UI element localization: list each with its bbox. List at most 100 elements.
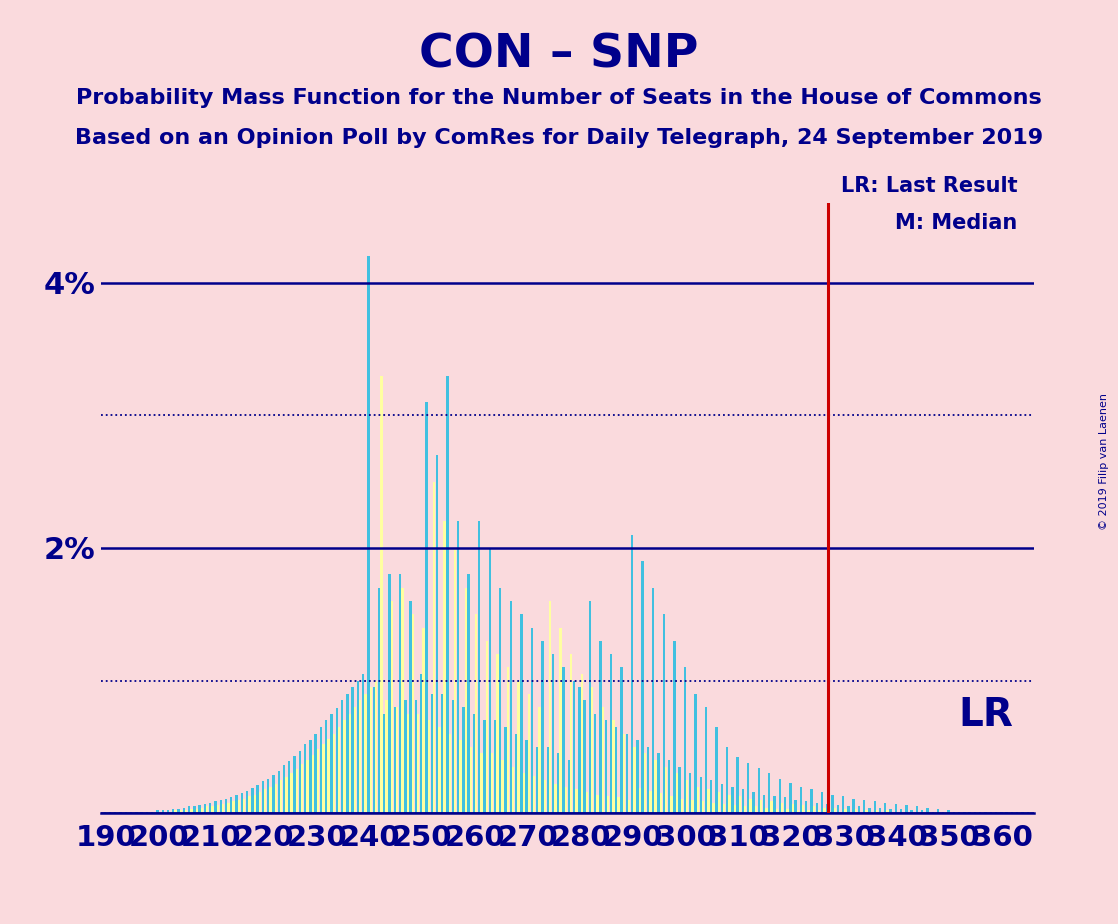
Bar [201, 808, 203, 813]
Bar [335, 709, 338, 813]
Bar [504, 727, 506, 813]
Bar [821, 792, 823, 813]
Bar [225, 798, 227, 813]
Bar [143, 812, 145, 813]
Bar [586, 792, 588, 813]
Bar [178, 809, 180, 813]
Bar [238, 800, 240, 813]
Bar [689, 773, 691, 813]
Bar [206, 807, 208, 813]
Bar [188, 807, 190, 813]
Bar [174, 810, 177, 813]
Bar [401, 588, 404, 813]
Bar [116, 812, 119, 813]
Bar [184, 810, 188, 813]
Bar [960, 812, 963, 813]
Bar [918, 812, 920, 813]
Bar [338, 727, 340, 813]
Bar [436, 456, 438, 813]
Bar [811, 789, 813, 813]
Bar [617, 797, 619, 813]
Bar [151, 812, 153, 813]
Bar [755, 807, 757, 813]
Bar [631, 535, 633, 813]
Bar [130, 812, 132, 813]
Bar [127, 812, 130, 813]
Bar [890, 809, 892, 813]
Bar [310, 740, 312, 813]
Bar [770, 801, 773, 813]
Bar [1026, 812, 1029, 813]
Bar [644, 753, 646, 813]
Bar [613, 721, 615, 813]
Bar [620, 667, 623, 813]
Bar [520, 614, 522, 813]
Bar [726, 747, 728, 813]
Bar [467, 575, 470, 813]
Bar [555, 784, 557, 813]
Bar [325, 721, 328, 813]
Bar [491, 753, 493, 813]
Bar [813, 807, 815, 813]
Bar [897, 812, 899, 813]
Bar [386, 700, 388, 813]
Bar [499, 588, 502, 813]
Bar [122, 812, 124, 813]
Bar [489, 548, 491, 813]
Bar [910, 810, 912, 813]
Bar [296, 770, 299, 813]
Bar [1024, 812, 1026, 813]
Bar [533, 776, 536, 813]
Bar [789, 783, 792, 813]
Bar [522, 773, 525, 813]
Bar [415, 700, 417, 813]
Bar [745, 807, 747, 813]
Bar [394, 707, 396, 813]
Bar [615, 727, 617, 813]
Bar [964, 812, 966, 813]
Bar [375, 681, 377, 813]
Bar [995, 812, 997, 813]
Bar [343, 721, 345, 813]
Bar [847, 807, 850, 813]
Bar [716, 727, 718, 813]
Bar [167, 810, 169, 813]
Bar [473, 713, 475, 813]
Text: M: Median: M: Median [896, 213, 1017, 233]
Bar [199, 805, 201, 813]
Bar [120, 812, 122, 813]
Bar [650, 791, 652, 813]
Bar [396, 707, 398, 813]
Bar [702, 801, 704, 813]
Bar [481, 753, 483, 813]
Bar [929, 812, 931, 813]
Bar [723, 804, 726, 813]
Bar [589, 601, 591, 813]
Bar [860, 812, 862, 813]
Bar [518, 681, 520, 813]
Bar [718, 792, 720, 813]
Bar [230, 797, 233, 813]
Bar [273, 774, 275, 813]
Bar [353, 707, 357, 813]
Bar [657, 753, 660, 813]
Bar [190, 809, 192, 813]
Bar [425, 402, 427, 813]
Bar [462, 707, 465, 813]
Bar [330, 713, 333, 813]
Bar [496, 654, 499, 813]
Bar [939, 812, 941, 813]
Bar [741, 789, 745, 813]
Bar [797, 810, 799, 813]
Bar [704, 707, 708, 813]
Bar [984, 812, 987, 813]
Bar [784, 797, 786, 813]
Bar [842, 796, 844, 813]
Bar [679, 767, 681, 813]
Bar [291, 773, 293, 813]
Bar [333, 734, 335, 813]
Bar [539, 707, 541, 813]
Bar [968, 812, 970, 813]
Bar [869, 808, 871, 813]
Bar [858, 807, 860, 813]
